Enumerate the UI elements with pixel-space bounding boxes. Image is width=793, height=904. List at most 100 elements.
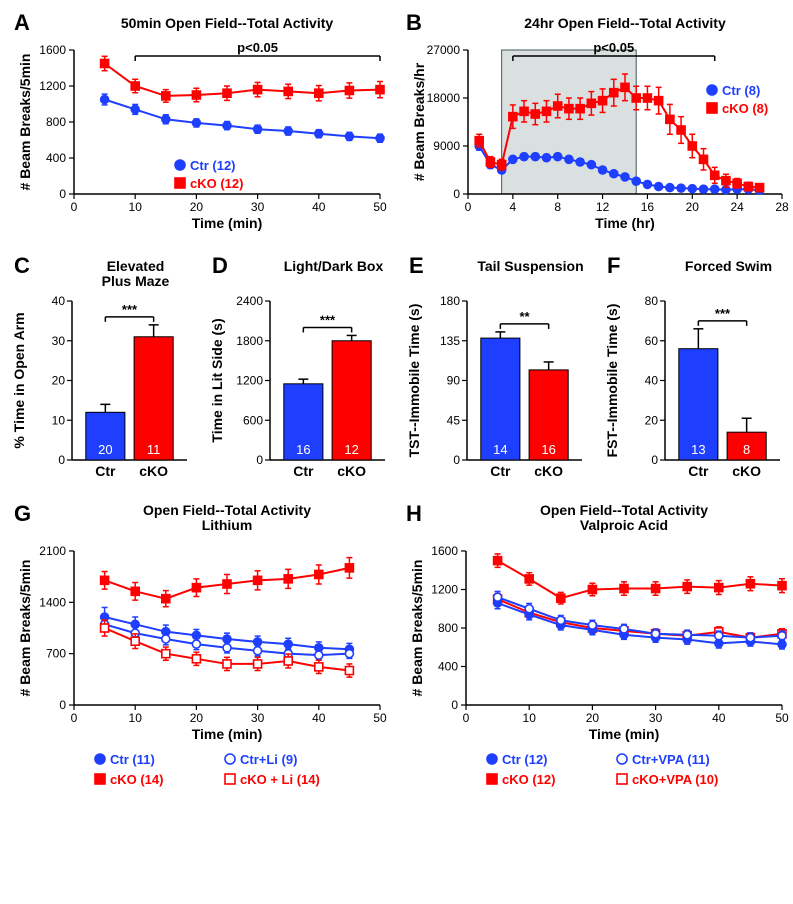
ytick-label: 2100 [39,544,66,558]
series-line [105,64,380,96]
bar-n-label: 8 [743,442,750,457]
chart-title: Tail Suspension [477,258,583,274]
panel-label: H [406,501,422,526]
legend-label: Ctr (8) [722,83,760,98]
panel-G: GOpen Field--Total ActivityLithium010203… [10,501,390,806]
significance-label: *** [714,306,730,321]
legend-label: cKO (14) [110,772,163,787]
ytick-label: 0 [453,453,460,467]
y-axis-title: # Beam Breaks/5min [17,54,33,191]
legend-label: Ctr+Li (9) [240,752,297,767]
xtick-label: 20 [190,200,204,214]
ytick-label: 45 [447,413,461,427]
series-line [498,603,782,644]
chart-title: Light/Dark Box [283,258,383,274]
xtick-label: 30 [251,711,265,725]
ytick-label: 18000 [427,91,461,105]
xtick-label: 50 [373,200,387,214]
legend-label: Ctr (12) [190,158,236,173]
bar-category-label: Ctr [688,463,709,479]
xtick-label: 10 [523,711,537,725]
chart-title: Lithium [202,517,253,533]
legend-label: Ctr (12) [502,752,548,767]
panel-label: A [14,10,30,35]
bar-n-label: 11 [147,442,161,457]
x-axis-title: Time (min) [589,726,660,742]
x-axis-title: Time (hr) [595,215,655,231]
panel-label: B [406,10,422,35]
xtick-label: 4 [510,200,517,214]
panel-label: G [14,501,31,526]
ytick-label: 20 [52,374,66,388]
panel-label: E [409,253,424,278]
xtick-label: 8 [554,200,561,214]
y-axis-title: Time in Lit Side (s) [209,318,225,442]
ytick-label: 90 [447,374,461,388]
ytick-label: 0 [59,698,66,712]
ytick-label: 135 [440,334,460,348]
significance-label: *** [319,312,335,327]
y-axis-title: FST--Immobile Time (s) [604,304,620,458]
ytick-label: 800 [438,621,458,635]
ytick-label: 10 [52,413,66,427]
ytick-label: 0 [451,698,458,712]
chart-title: Plus Maze [102,273,170,289]
legend-label: cKO (8) [722,101,768,116]
y-axis-title: # Beam Breaks/5min [17,560,33,697]
significance-label: *** [122,302,138,317]
bar-n-label: 16 [541,442,555,457]
chart-title: 50min Open Field--Total Activity [121,15,334,31]
xtick-label: 40 [312,200,326,214]
ytick-label: 1600 [39,43,66,57]
ytick-label: 0 [651,453,658,467]
ytick-label: 60 [644,334,658,348]
xtick-label: 20 [586,711,600,725]
xtick-label: 16 [641,200,655,214]
bar-category-label: Ctr [293,463,314,479]
legend-label: cKO (12) [502,772,555,787]
ytick-label: 1400 [39,595,66,609]
chart-title: Open Field--Total Activity [540,502,708,518]
panel-label: C [14,253,30,278]
ytick-label: 0 [453,187,460,201]
ytick-label: 1200 [39,79,66,93]
panel-A: A 50min Open Field--Total Activity 0 10 20 30… [10,10,390,245]
xtick-label: 0 [465,200,472,214]
y-axis-title: # Beam Breaks/hr [411,62,427,181]
bar-category-label: cKO [534,463,563,479]
legend-label: Ctr+VPA (11) [632,752,710,767]
ytick-label: 40 [644,374,658,388]
chart-title: 24hr Open Field--Total Activity [524,15,726,31]
xtick-label: 0 [71,711,78,725]
ytick-label: 600 [242,413,262,427]
series-line [105,100,380,139]
legend-label: Ctr (11) [110,752,155,767]
ytick-label: 180 [440,294,460,308]
bar-n-label: 16 [296,442,310,457]
significance-label: ** [519,309,530,324]
xtick-label: 40 [712,711,726,725]
y-axis-title: # Beam Breaks/5min [409,560,425,697]
xtick-label: 30 [251,200,265,214]
ytick-label: 20 [644,413,658,427]
chart-title: Elevated [107,258,165,274]
significance-label: p<0.05 [237,40,278,55]
panel-F: FForced Swim020406080FST--Immobile Time … [603,253,793,493]
xtick-label: 10 [129,200,143,214]
bar-category-label: Ctr [490,463,511,479]
legend-label: cKO + Li (14) [240,772,320,787]
bar-category-label: cKO [732,463,761,479]
legend-label: cKO (12) [190,176,243,191]
significance-label: p<0.05 [593,40,634,55]
xtick-label: 0 [463,711,470,725]
legend-label: cKO+VPA (10) [632,772,718,787]
xtick-label: 0 [71,200,78,214]
figure-grid: A 50min Open Field--Total Activity 0 10 20 30… [10,10,783,806]
xtick-label: 10 [129,711,143,725]
xtick-label: 30 [649,711,663,725]
ytick-label: 0 [58,453,65,467]
xtick-label: 20 [190,711,204,725]
xtick-label: 50 [373,711,387,725]
x-axis-title: Time (min) [192,726,263,742]
bar-n-label: 14 [493,442,507,457]
